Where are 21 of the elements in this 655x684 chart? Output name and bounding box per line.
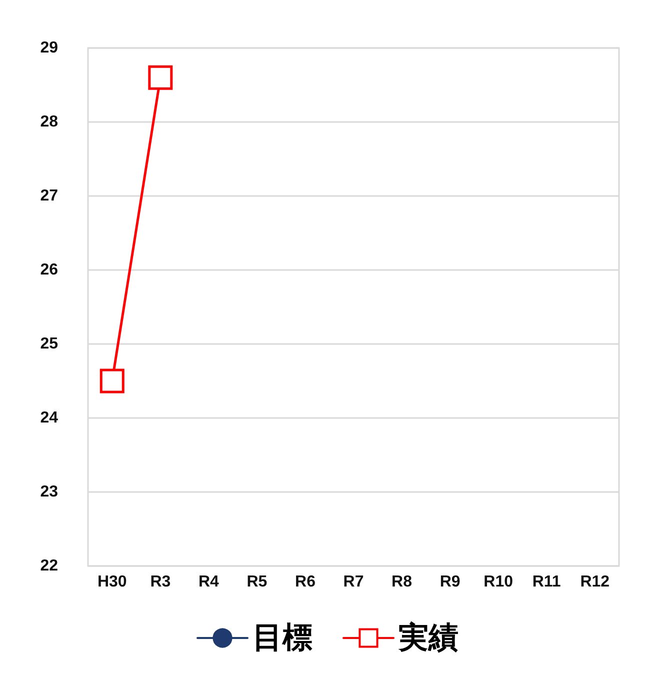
y-tick-label: 29 [40,40,58,56]
y-tick-label: 23 [40,484,58,500]
y-tick-label: 27 [40,188,58,204]
x-tick-label: R9 [440,574,460,590]
x-tick-label: R4 [198,574,220,590]
y-tick-label: 22 [40,558,58,574]
x-tick-label: R10 [484,574,514,590]
y-tick-label: 26 [40,262,58,278]
x-tick-label: R8 [392,574,412,590]
y-tick-label: 25 [40,336,58,352]
x-tick-label: H30 [97,574,127,590]
x-tick-label: R5 [246,574,268,590]
legend-label: 実績 [398,620,458,656]
legend-label: 目標 [252,620,312,656]
x-tick-label: R6 [295,574,316,590]
x-tick-label: R11 [532,574,561,590]
x-tick-label: R3 [150,574,171,590]
y-tick-label: 28 [40,114,58,130]
x-tick-label: R7 [343,574,364,590]
x-tick-label: R12 [580,574,610,590]
y-tick-label: 24 [40,410,58,426]
